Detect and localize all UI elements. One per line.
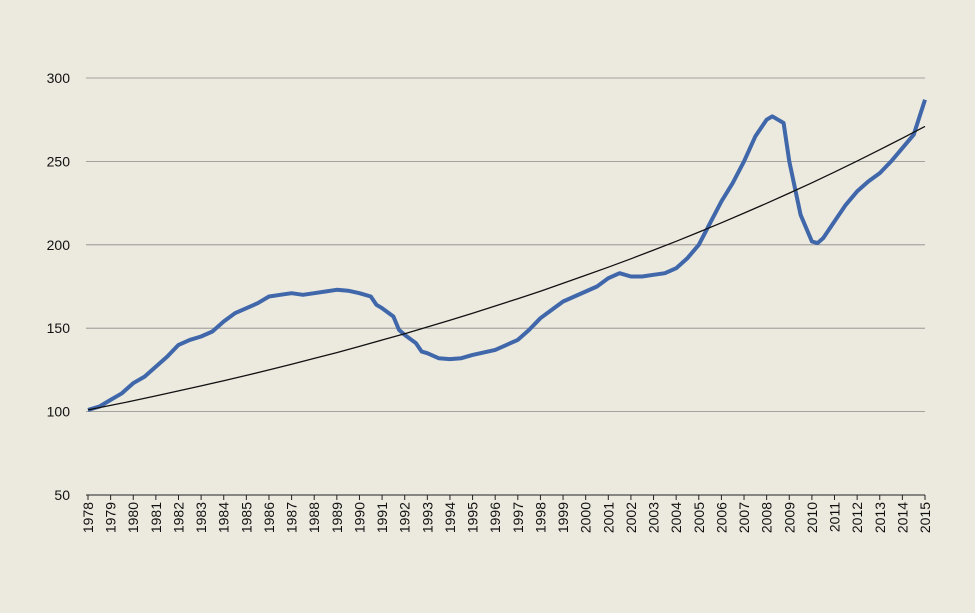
x-tick-label: 2014	[894, 502, 910, 533]
x-tick-label: 2006	[713, 502, 729, 533]
x-tick-label: 1978	[80, 502, 96, 533]
x-tick-label: 1982	[170, 502, 186, 533]
y-tick-label: 150	[47, 320, 71, 336]
y-tick-label: 200	[47, 237, 71, 253]
x-tick-label: 2007	[736, 502, 752, 533]
y-tick-label: 100	[47, 404, 71, 420]
x-tick-label: 1989	[329, 502, 345, 533]
x-tick-label: 1993	[419, 502, 435, 533]
x-tick-label: 1985	[238, 502, 254, 533]
x-tick-label: 2013	[872, 502, 888, 533]
x-tick-label: 1990	[351, 502, 367, 533]
x-tick-label: 2015	[917, 502, 933, 533]
x-tick-label: 1988	[306, 502, 322, 533]
x-tick-label: 1997	[510, 502, 526, 533]
series-line	[87, 125, 926, 411]
x-tick-label: 1979	[103, 502, 119, 533]
x-tick-label: 2010	[804, 502, 820, 533]
x-tick-label: 2004	[668, 502, 684, 533]
x-tick-label: 2000	[578, 502, 594, 533]
x-tick-label: 1999	[555, 502, 571, 533]
y-tick-label: 250	[47, 153, 71, 169]
x-tick-label: 2002	[623, 502, 639, 533]
x-tick-label: 2005	[691, 502, 707, 533]
x-tick-label: 2012	[849, 502, 865, 533]
x-tick-label: 2009	[781, 502, 797, 533]
x-tick-label: 1980	[125, 502, 141, 533]
series-line	[87, 99, 927, 412]
y-tick-label: 50	[54, 487, 70, 503]
x-tick-label: 1992	[397, 502, 413, 533]
x-tick-label: 1994	[442, 502, 458, 533]
x-tick-label: 1983	[193, 502, 209, 533]
x-tick-label: 1981	[148, 502, 164, 533]
x-tick-label: 1987	[284, 502, 300, 533]
x-tick-label: 1986	[261, 502, 277, 533]
x-tick-label: 1996	[487, 502, 503, 533]
x-tick-label: 1984	[216, 502, 232, 533]
x-tick-label: 1991	[374, 502, 390, 533]
x-tick-label: 2001	[600, 502, 616, 533]
x-tick-label: 2008	[759, 502, 775, 533]
x-tick-label: 1998	[532, 502, 548, 533]
y-tick-label: 300	[47, 70, 71, 86]
x-tick-label: 2011	[827, 502, 843, 532]
x-tick-label: 2003	[646, 502, 662, 533]
x-tick-label: 1995	[465, 502, 481, 533]
